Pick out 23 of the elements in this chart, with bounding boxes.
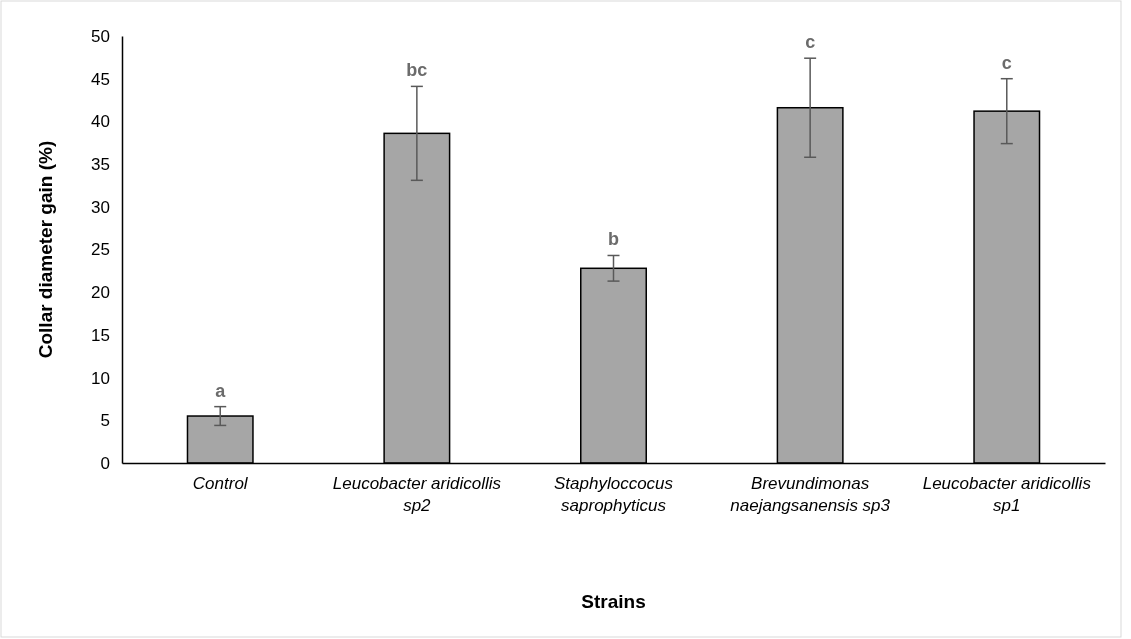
- y-tick-label: 40: [91, 112, 110, 132]
- annotation: bc: [406, 60, 428, 81]
- x-tick-label: Staphyloccocus saprophyticus: [553, 474, 674, 516]
- x-tick-label: Leucobacter aridicollis sp1: [922, 474, 1092, 516]
- x-axis-title: Strains: [581, 591, 646, 612]
- x-tick-label: Leucobacter aridicollis sp2: [332, 474, 502, 516]
- y-tick-label: 15: [91, 325, 110, 345]
- x-tick-label: Brevundimonas naejangsanensis sp3: [730, 474, 891, 516]
- y-tick-label: 45: [91, 69, 110, 89]
- annotation: b: [608, 229, 619, 250]
- y-axis-title: Collar diameter gain (%): [35, 140, 56, 359]
- y-tick-label: 20: [91, 283, 110, 303]
- y-tick-label: 30: [91, 197, 110, 217]
- y-tick-label: 0: [100, 453, 110, 473]
- annotation: c: [1001, 52, 1012, 73]
- y-tick-label: 35: [91, 155, 110, 175]
- y-tick-label: 50: [91, 26, 110, 46]
- y-tick-label: 10: [91, 368, 110, 388]
- annotation: a: [215, 380, 227, 401]
- y-tick-label: 5: [100, 411, 110, 431]
- x-tick-label: Control: [192, 474, 249, 494]
- y-tick-label: 25: [91, 240, 110, 260]
- annotation: c: [805, 32, 816, 53]
